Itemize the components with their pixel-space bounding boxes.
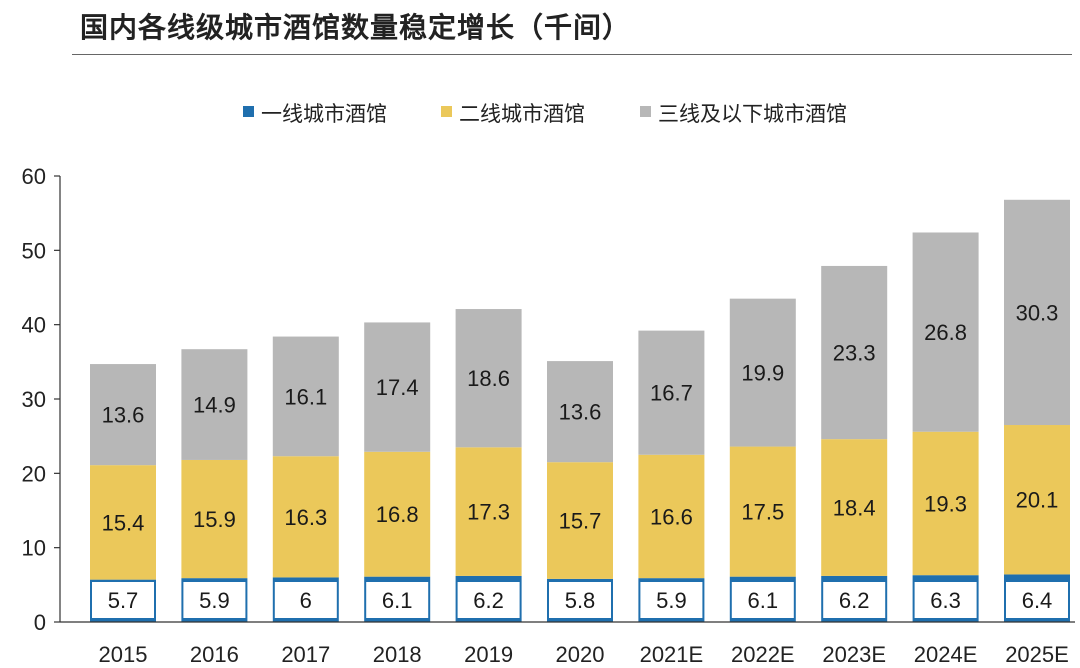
value-label-1-2023E: 6.2 bbox=[839, 588, 870, 613]
value-label-3-2021E: 16.7 bbox=[650, 381, 693, 406]
legend-swatch-3 bbox=[640, 106, 651, 117]
y-tick-label: 20 bbox=[22, 461, 46, 486]
bar-segment-2-2023E bbox=[821, 439, 888, 576]
value-label-2-2023E: 18.4 bbox=[833, 496, 876, 521]
bar-segment-2-2024E bbox=[912, 431, 979, 576]
value-label-3-2020: 13.6 bbox=[559, 400, 602, 425]
y-tick-label: 10 bbox=[22, 536, 46, 561]
bar-segment-2-2016 bbox=[181, 459, 248, 579]
legend: 一线城市酒馆 二线城市酒馆 三线及以下城市酒馆 bbox=[243, 103, 847, 126]
value-label-bg bbox=[1006, 582, 1068, 618]
bar-segment-3-2020 bbox=[547, 361, 613, 463]
value-label-1-2022E: 6.1 bbox=[748, 588, 779, 613]
bar-segment-3-2017 bbox=[272, 336, 339, 457]
value-label-1-2017: 6 bbox=[300, 588, 312, 613]
value-label-bg bbox=[366, 582, 429, 618]
y-tick-label: 30 bbox=[22, 387, 46, 412]
value-label-2-2024E: 19.3 bbox=[924, 491, 967, 516]
value-label-2-2019: 17.3 bbox=[467, 500, 510, 525]
y-tick-label: 40 bbox=[22, 313, 46, 338]
y-tick-label: 0 bbox=[34, 610, 46, 635]
bar-segment-2-2025E bbox=[1004, 425, 1070, 575]
value-label-2-2016: 15.9 bbox=[193, 507, 236, 532]
value-label-1-2016: 5.9 bbox=[199, 588, 230, 613]
value-label-bg bbox=[274, 582, 337, 618]
value-label-2-2015: 15.4 bbox=[102, 510, 145, 535]
bar-segment-3-2016 bbox=[181, 349, 248, 460]
value-label-1-2018: 6.1 bbox=[382, 588, 413, 613]
x-axis: 2015 2016 2017 2018 2019 2020 2021E 2022E 2023E 2… bbox=[60, 621, 1075, 667]
chart-title: 国内各线级城市酒馆数量稳定增长（千间） bbox=[80, 11, 632, 44]
y-axis: 0 10 20 30 40 50 60 bbox=[22, 164, 61, 635]
value-label-1-2020: 5.8 bbox=[565, 588, 596, 613]
bar-segment-2-2020 bbox=[547, 462, 613, 579]
value-label-1-2015: 5.7 bbox=[108, 588, 139, 613]
bar-segment-2-2021E bbox=[638, 454, 705, 579]
bar-segment-2-2017 bbox=[272, 456, 339, 578]
value-label-bg bbox=[183, 582, 246, 618]
legend-swatch-2 bbox=[441, 106, 452, 117]
title-divider bbox=[72, 54, 1072, 55]
bar-segment-3-2021E bbox=[638, 330, 705, 455]
value-label-3-2019: 18.6 bbox=[467, 366, 510, 391]
bar-segment-3-2015 bbox=[90, 364, 156, 466]
value-label-3-2024E: 26.8 bbox=[924, 320, 967, 345]
x-tick-label: 2021E bbox=[640, 642, 704, 667]
value-label-2-2020: 15.7 bbox=[559, 509, 602, 534]
x-tick-label: 2020 bbox=[556, 642, 605, 667]
value-label-2-2018: 16.8 bbox=[376, 502, 419, 527]
y-tick-label: 60 bbox=[22, 164, 46, 189]
value-label-3-2018: 17.4 bbox=[376, 375, 419, 400]
x-tick-label: 2016 bbox=[190, 642, 239, 667]
bars: 5.7 15.4 13.6 5.9 15.9 14.9 6 16.3 16.1 6.1 16.8 17… bbox=[90, 199, 1070, 622]
value-label-bg bbox=[92, 582, 154, 618]
x-tick-label: 2019 bbox=[464, 642, 513, 667]
value-label-2-2022E: 17.5 bbox=[741, 500, 784, 525]
value-label-1-2024E: 6.3 bbox=[930, 588, 961, 613]
bar-segment-2-2018 bbox=[364, 451, 431, 577]
legend-label-1: 一线城市酒馆 bbox=[261, 103, 387, 126]
x-tick-label: 2024E bbox=[914, 642, 978, 667]
value-label-1-2021E: 5.9 bbox=[656, 588, 687, 613]
value-label-bg bbox=[731, 582, 794, 618]
bar-segment-3-2023E bbox=[821, 265, 888, 440]
x-tick-label: 2018 bbox=[373, 642, 422, 667]
value-label-1-2025E: 6.4 bbox=[1022, 588, 1053, 613]
bar-segment-3-2024E bbox=[912, 232, 979, 432]
legend-swatch-1 bbox=[243, 106, 254, 117]
x-tick-label: 2025E bbox=[1005, 642, 1069, 667]
value-label-3-2015: 13.6 bbox=[102, 403, 145, 428]
value-label-bg bbox=[914, 582, 977, 618]
value-label-bg bbox=[457, 582, 520, 618]
legend-label-2: 二线城市酒馆 bbox=[459, 103, 585, 126]
value-label-2-2017: 16.3 bbox=[284, 505, 327, 530]
bar-segment-3-2018 bbox=[364, 322, 431, 452]
value-label-3-2023E: 23.3 bbox=[833, 341, 876, 366]
bar-segment-2-2015 bbox=[90, 465, 156, 580]
x-tick-label: 2023E bbox=[822, 642, 886, 667]
value-label-2-2025E: 20.1 bbox=[1016, 488, 1059, 513]
value-label-bg bbox=[823, 582, 886, 618]
value-label-3-2016: 14.9 bbox=[193, 393, 236, 418]
value-label-3-2017: 16.1 bbox=[284, 384, 327, 409]
value-label-3-2022E: 19.9 bbox=[741, 361, 784, 386]
x-tick-label: 2015 bbox=[99, 642, 148, 667]
bar-segment-2-2019 bbox=[455, 447, 522, 576]
value-label-1-2019: 6.2 bbox=[473, 588, 504, 613]
bar-segment-3-2025E bbox=[1004, 199, 1070, 426]
x-tick-label: 2022E bbox=[731, 642, 795, 667]
value-label-2-2021E: 16.6 bbox=[650, 504, 693, 529]
y-tick-label: 50 bbox=[22, 238, 46, 263]
value-label-bg bbox=[549, 582, 611, 618]
legend-label-3: 三线及以下城市酒馆 bbox=[658, 103, 847, 126]
bar-segment-3-2019 bbox=[455, 309, 522, 448]
x-tick-label: 2017 bbox=[281, 642, 330, 667]
bar-segment-2-2022E bbox=[729, 446, 796, 577]
value-label-3-2025E: 30.3 bbox=[1016, 300, 1059, 325]
bar-segment-3-2022E bbox=[729, 298, 796, 447]
value-label-bg bbox=[640, 582, 703, 618]
